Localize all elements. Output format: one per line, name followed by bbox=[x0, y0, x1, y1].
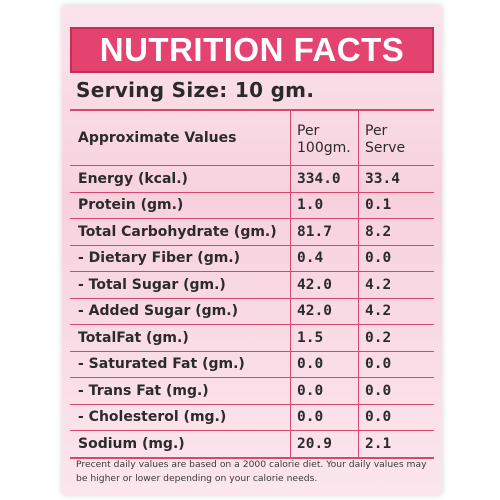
header-per-serve-line1: Per bbox=[365, 123, 388, 139]
value-per-100gm: 42.0 bbox=[290, 298, 358, 324]
table-row: TotalFat (gm.) 1.5 0.2 bbox=[70, 324, 434, 351]
header-per-100gm: Per 100gm. bbox=[290, 111, 358, 165]
value-per-serve: 4.2 bbox=[358, 298, 434, 324]
nutrient-label: Protein (gm.) bbox=[78, 197, 184, 214]
nutrient-label: TotalFat (gm.) bbox=[78, 329, 189, 346]
value-per-serve: 0.0 bbox=[358, 245, 434, 271]
value-per-100gm: 0.0 bbox=[290, 351, 358, 377]
value-per-serve: 0.2 bbox=[358, 325, 434, 351]
value-per-100gm: 0.4 bbox=[290, 245, 358, 271]
table-row: Sodium (mg.) 20.9 2.1 bbox=[70, 430, 434, 457]
nutrient-label: - Dietary Fiber (gm.) bbox=[78, 250, 241, 267]
value-per-100gm: 42.0 bbox=[290, 272, 358, 298]
header-per-100gm-line1: Per bbox=[297, 123, 320, 139]
daily-value-footnote: Precent daily values are based on a 2000… bbox=[76, 459, 427, 484]
value-per-100gm: 1.5 bbox=[290, 325, 358, 351]
value-per-100gm: 0.0 bbox=[290, 378, 358, 404]
nutrient-label: Energy (kcal.) bbox=[78, 170, 188, 187]
table-row: - Trans Fat (mg.) 0.0 0.0 bbox=[70, 377, 434, 404]
nutrient-label: - Trans Fat (mg.) bbox=[78, 382, 209, 399]
table-row: - Cholesterol (mg.) 0.0 0.0 bbox=[70, 403, 434, 430]
nutrition-label: NUTRITION FACTS Serving Size: 10 gm. App… bbox=[62, 5, 442, 495]
header-approximate-values: Approximate Values bbox=[78, 130, 237, 146]
header-per-100gm-line2: 100gm. bbox=[297, 140, 351, 156]
value-per-serve: 0.0 bbox=[358, 404, 434, 430]
nutrient-label: Total Carbohydrate (gm.) bbox=[78, 223, 277, 240]
value-per-serve: 0.0 bbox=[358, 378, 434, 404]
value-per-serve: 0.1 bbox=[358, 192, 434, 218]
value-per-serve: 33.4 bbox=[358, 166, 434, 192]
value-per-serve: 0.0 bbox=[358, 351, 434, 377]
nutrient-label: Sodium (mg.) bbox=[78, 435, 185, 452]
table-row: - Saturated Fat (gm.) 0.0 0.0 bbox=[70, 350, 434, 377]
nutrition-table: Approximate Values Per 100gm. Per Serve … bbox=[70, 109, 434, 459]
value-per-serve: 8.2 bbox=[358, 219, 434, 245]
table-row: Energy (kcal.) 334.0 33.4 bbox=[70, 165, 434, 192]
nutrient-label: - Saturated Fat (gm.) bbox=[78, 356, 245, 373]
value-per-100gm: 1.0 bbox=[290, 192, 358, 218]
table-header-row: Approximate Values Per 100gm. Per Serve bbox=[70, 111, 434, 165]
table-row: Protein (gm.) 1.0 0.1 bbox=[70, 191, 434, 218]
header-per-serve-line2: Serve bbox=[365, 140, 406, 156]
header-per-serve: Per Serve bbox=[358, 111, 434, 165]
value-per-100gm: 334.0 bbox=[290, 166, 358, 192]
table-row: - Dietary Fiber (gm.) 0.4 0.0 bbox=[70, 244, 434, 271]
value-per-100gm: 81.7 bbox=[290, 219, 358, 245]
nutrient-label: - Cholesterol (mg.) bbox=[78, 409, 227, 426]
table-row: Total Carbohydrate (gm.) 81.7 8.2 bbox=[70, 218, 434, 245]
nutrient-label: - Added Sugar (gm.) bbox=[78, 303, 238, 320]
value-per-100gm: 0.0 bbox=[290, 404, 358, 430]
table-row: - Total Sugar (gm.) 42.0 4.2 bbox=[70, 271, 434, 298]
serving-size: Serving Size: 10 gm. bbox=[76, 78, 315, 102]
table-row: - Added Sugar (gm.) 42.0 4.2 bbox=[70, 297, 434, 324]
value-per-serve: 4.2 bbox=[358, 272, 434, 298]
value-per-serve: 2.1 bbox=[358, 431, 434, 457]
nutrient-label: - Total Sugar (gm.) bbox=[78, 276, 226, 293]
label-title: NUTRITION FACTS bbox=[70, 27, 434, 73]
value-per-100gm: 20.9 bbox=[290, 431, 358, 457]
